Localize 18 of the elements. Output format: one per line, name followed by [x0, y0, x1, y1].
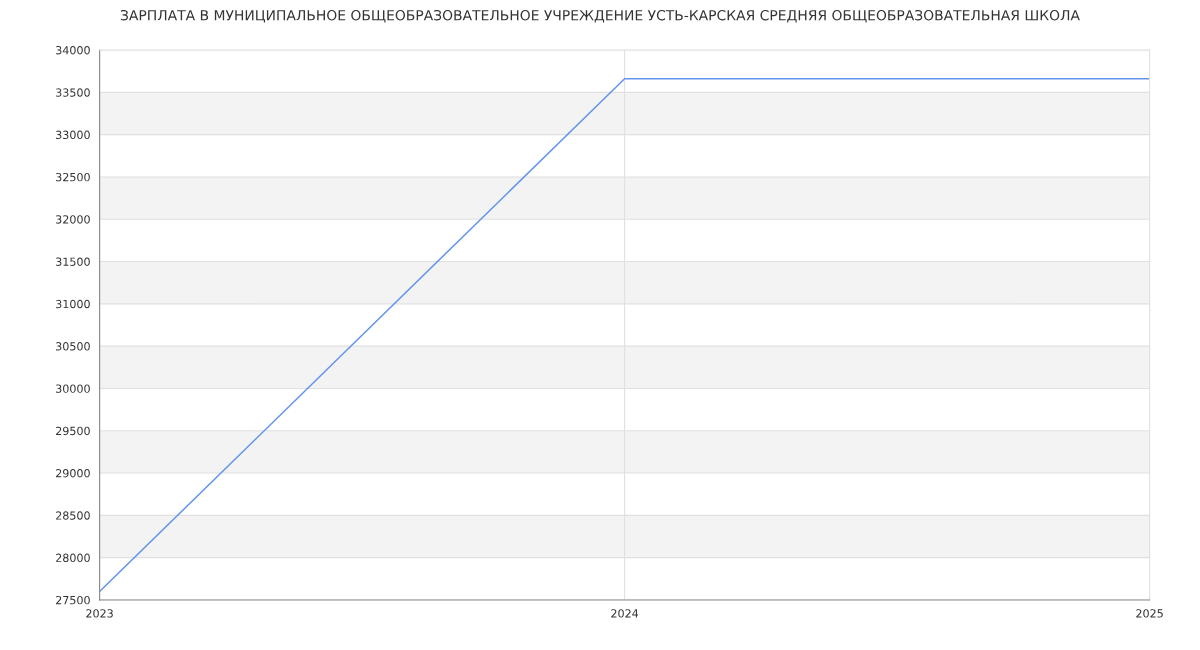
x-tick-label: 2025: [1136, 609, 1163, 618]
y-tick-label: 29500: [56, 426, 90, 436]
y-tick-label: 28500: [56, 511, 90, 520]
y-tick-label: 34000: [56, 46, 90, 55]
y-tick-label: 27500: [56, 595, 90, 605]
x-tick-label: 2023: [86, 609, 113, 618]
y-tick-label: 33000: [56, 130, 90, 140]
y-tick-label: 30000: [56, 384, 90, 393]
chart-title: ЗАРПЛАТА В МУНИЦИПАЛЬНОЕ ОБЩЕОБРАЗОВАТЕЛЬНОЕ УЧРЕЖДЕНИЕ УСТЬ-КАРСКАЯ СРЕДНЯЯ ОБЩЕОБРАЗОВАТЕЛЬНАЯ ШКОЛА: [120, 10, 1080, 23]
y-tick-label: 32000: [56, 215, 90, 224]
y-tick-label: 28000: [56, 553, 90, 563]
x-tick-label: 2024: [611, 609, 639, 618]
y-tick-label: 30500: [56, 342, 90, 351]
y-tick-label: 33500: [56, 88, 90, 97]
y-tick-label: 31500: [56, 257, 90, 266]
y-tick-label: 31000: [56, 299, 90, 309]
y-tick-label: 29000: [56, 469, 90, 478]
y-tick-label: 32500: [56, 172, 90, 182]
